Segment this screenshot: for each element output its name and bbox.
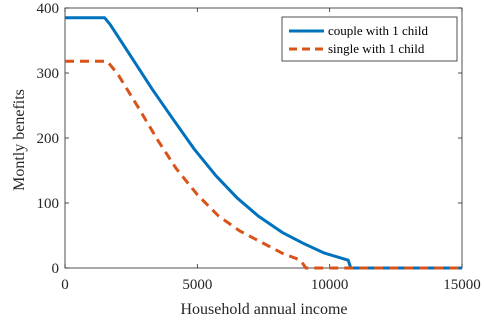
legend-label-couple: couple with 1 child	[328, 23, 429, 38]
x-tick-label-1: 5000	[182, 277, 212, 293]
y-tick-label-3: 300	[37, 66, 60, 82]
y-tick-label-0: 0	[52, 261, 60, 277]
x-tick-label-3: 15000	[443, 277, 481, 293]
legend-box	[281, 16, 458, 62]
x-axis-label: Household annual income	[180, 301, 347, 318]
legend-label-single: single with 1 child	[328, 41, 425, 56]
axes-layer: 0 5000 10000 15000 0 100 200 300 400	[37, 1, 481, 293]
y-tick-label-2: 200	[37, 131, 60, 147]
x-tick-label-2: 10000	[311, 277, 349, 293]
x-tick-label-0: 0	[61, 277, 69, 293]
legend: couple with 1 child single with 1 child	[281, 16, 458, 62]
series-line-0	[65, 16, 462, 270]
y-axis-label: Montly benefits	[11, 89, 28, 191]
y-tick-label-1: 100	[37, 196, 60, 212]
series-line-1	[65, 59, 462, 270]
series-layer	[65, 16, 462, 270]
y-tick-label-4: 400	[37, 1, 60, 17]
